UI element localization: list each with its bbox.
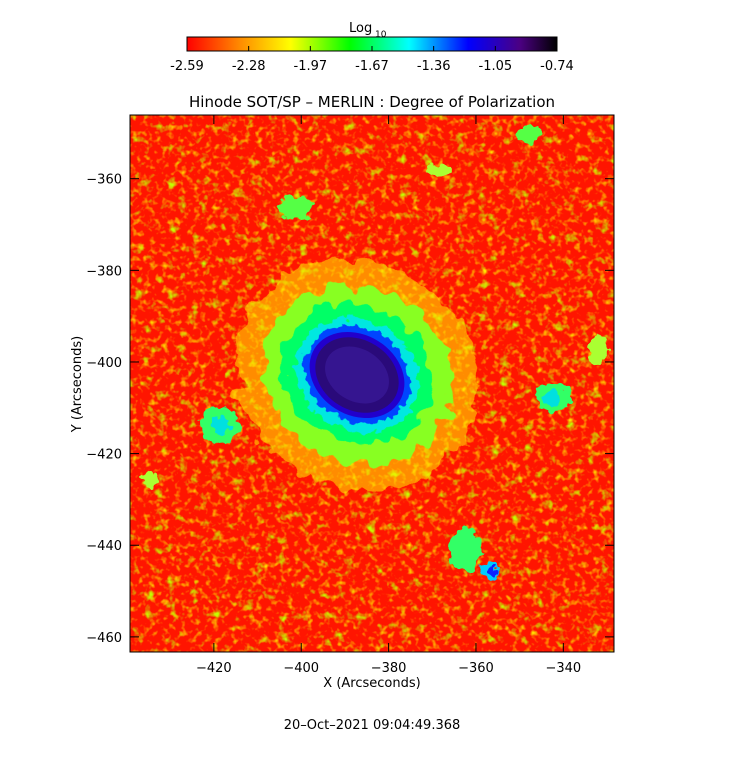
- colorbar-tick-label: -1.67: [355, 59, 389, 74]
- colorbar-tick-label: -1.05: [479, 59, 513, 74]
- plage-patches: [141, 127, 608, 580]
- x-tick-label: −360: [458, 661, 494, 676]
- colorbar-tick-label: -1.97: [294, 59, 328, 74]
- timestamp: 20–Oct–2021 09:04:49.368: [284, 718, 461, 733]
- x-axis-ticks: −420 −400 −380 −360 −340: [196, 115, 581, 676]
- y-axis-ticks: −360 −380 −400 −420 −440 −460: [86, 173, 614, 646]
- x-tick-label: −340: [545, 661, 581, 676]
- colorbar-tick-label: -1.36: [417, 59, 451, 74]
- y-tick-label: −360: [86, 173, 122, 188]
- colorbar-tick-label: -2.59: [170, 59, 204, 74]
- plot-frame: [129, 114, 615, 653]
- colorbar: Log 10 -2.59 -2.28 -1.97 -1.67 -1.36 -1.05 -0.…: [170, 21, 574, 74]
- chart-title: Hinode SOT/SP – MERLIN : Degree of Polar…: [189, 93, 555, 111]
- y-tick-label: −380: [86, 264, 122, 279]
- colorbar-label-subscript: 10: [375, 30, 387, 40]
- sunspot: [235, 259, 479, 491]
- x-tick-label: −420: [196, 661, 232, 676]
- y-tick-label: −420: [86, 448, 122, 463]
- y-tick-label: −440: [86, 539, 122, 554]
- x-axis-label: X (Arcseconds): [323, 676, 420, 691]
- y-tick-label: −460: [86, 631, 122, 646]
- x-tick-label: −380: [371, 661, 407, 676]
- y-axis-label: Y (Arcseconds): [70, 336, 85, 433]
- polarization-map: [130, 115, 614, 652]
- x-tick-label: −400: [283, 661, 319, 676]
- colorbar-label: Log: [349, 21, 372, 36]
- colorbar-tick-label: -0.74: [540, 59, 574, 74]
- y-tick-label: −400: [86, 356, 122, 371]
- colorbar-ticks: -2.59 -2.28 -1.97 -1.67 -1.36 -1.05 -0.74: [170, 46, 574, 74]
- colorbar-tick-label: -2.28: [232, 59, 266, 74]
